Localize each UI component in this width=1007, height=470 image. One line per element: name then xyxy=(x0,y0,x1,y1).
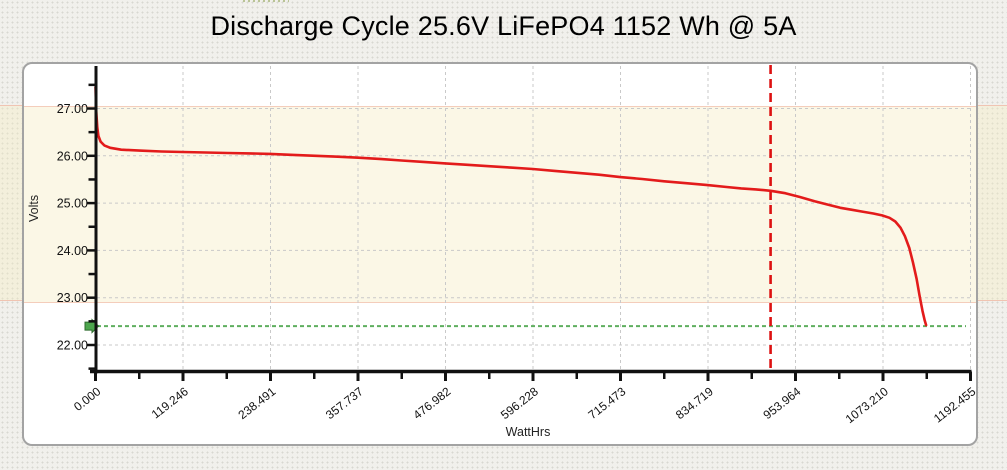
plot-area[interactable] xyxy=(99,68,970,372)
x-axis-title: WattHrs xyxy=(505,425,551,439)
y-axis-title: Volts xyxy=(27,194,41,222)
chart-title: Discharge Cycle 25.6V LiFePO4 1152 Wh @ … xyxy=(210,11,797,41)
chart-panel xyxy=(22,62,978,446)
screen-edge-artifact xyxy=(243,0,289,2)
